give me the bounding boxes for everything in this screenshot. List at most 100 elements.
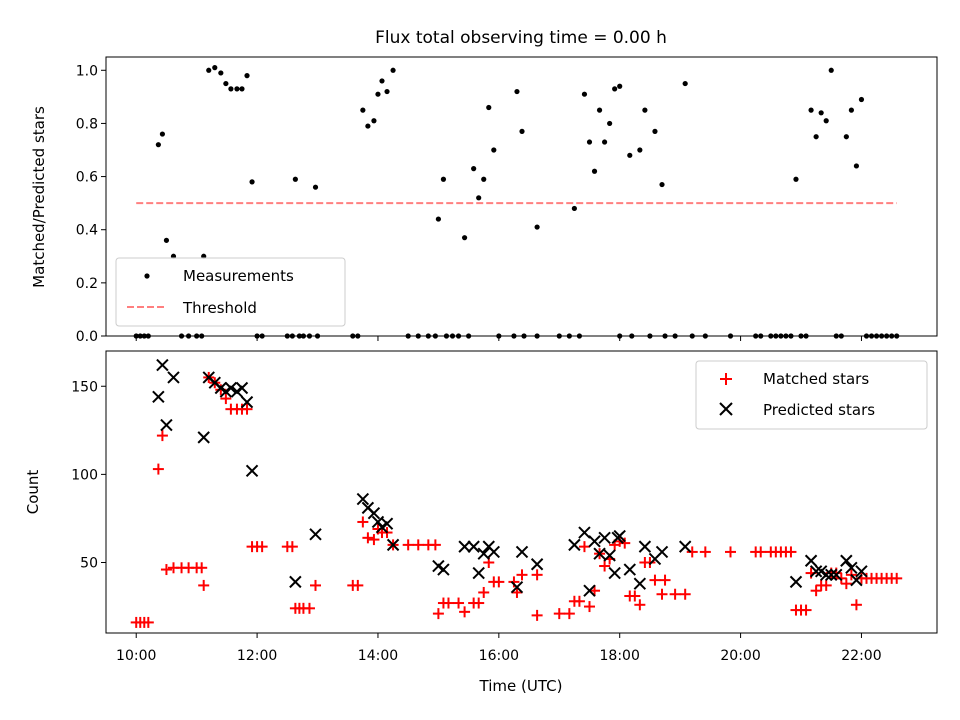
measurement-point [727, 333, 734, 339]
measurement-point [659, 181, 665, 188]
matched-star-point [583, 601, 595, 613]
bottom-y-tick-label: 100 [71, 467, 98, 483]
top-y-axis-label: Matched/Predicted stars [30, 106, 48, 288]
measurement-point [612, 86, 618, 92]
measurement-point [163, 237, 170, 243]
measurement-point [466, 333, 472, 339]
predicted-star-point [289, 575, 302, 589]
predicted-star-point [578, 526, 591, 539]
measurement-point [159, 131, 166, 137]
bottom-x-tick-label: 22:00 [841, 648, 881, 664]
measurement-point [199, 333, 205, 339]
measurement-point [133, 333, 139, 339]
measurement-point [461, 235, 468, 241]
measurement-point [863, 333, 870, 339]
measurement-point [629, 333, 635, 339]
legend-matched-label: Matched stars [763, 370, 869, 388]
measurement-point [879, 333, 885, 339]
measurement-point [415, 333, 421, 339]
matched-star-point [303, 602, 315, 614]
predicted-star-point [437, 563, 450, 576]
matched-star-point [357, 516, 369, 528]
measurement-point [521, 333, 527, 339]
matched-star-point [614, 535, 626, 547]
measurement-point [793, 176, 799, 182]
top-y-tick-label: 0.8 [76, 116, 98, 132]
matched-star-point [820, 579, 832, 591]
measurement-point [486, 104, 492, 111]
matched-star-point [785, 546, 797, 558]
predicted-star-point [467, 540, 480, 553]
bottom-x-tick-label: 20:00 [720, 648, 760, 664]
measurement-point [642, 107, 648, 113]
predicted-star-point [477, 547, 490, 560]
matched-star-point [686, 546, 698, 558]
measurement-point [848, 107, 854, 113]
measurement-point [778, 333, 784, 339]
measurement-point [884, 333, 890, 339]
measurement-point [798, 333, 804, 339]
measurement-point [773, 333, 779, 339]
measurement-point [296, 333, 302, 339]
measurement-point [534, 333, 540, 339]
matched-star-point [453, 597, 465, 609]
matched-star-point [891, 572, 903, 584]
matched-star-point [531, 569, 543, 581]
matched-star-point [429, 539, 441, 551]
measurement-point [218, 70, 224, 76]
measurement-point [284, 333, 290, 339]
measurement-point [314, 333, 321, 339]
measurement-point [155, 142, 161, 148]
predicted-star-point [309, 528, 322, 541]
predicted-star-point [160, 418, 173, 432]
predicted-star-point [380, 517, 394, 530]
matched-star-point [725, 546, 737, 558]
measurement-point [244, 73, 250, 79]
measurement-point [234, 86, 240, 92]
bottom-plot-frame [105, 350, 938, 634]
matched-star-point [516, 569, 528, 581]
measurement-point [662, 333, 668, 339]
measurement-point [873, 333, 880, 339]
measurement-point [591, 168, 598, 174]
matched-star-point [629, 590, 641, 602]
measurement-point [212, 65, 218, 71]
measurement-point [425, 333, 431, 339]
measurement-point [637, 147, 643, 153]
matched-star-point [160, 564, 172, 576]
measurement-point [823, 118, 829, 124]
matched-star-point [840, 578, 852, 590]
bottom-x-tick-label: 18:00 [600, 648, 640, 664]
matched-star-point [553, 608, 565, 620]
measurement-point [682, 80, 688, 87]
measurement-point [365, 123, 371, 129]
measurement-point [617, 83, 623, 89]
legend-threshold-label: Threshold [182, 299, 257, 317]
measurement-point [868, 333, 875, 339]
measurement-point [617, 333, 623, 339]
predicted-star-point [245, 464, 259, 478]
matched-star-point [478, 586, 490, 598]
measurement-point [627, 152, 633, 158]
matched-star-point [256, 541, 268, 553]
measurement-point [289, 333, 295, 339]
matched-star-point [755, 546, 767, 558]
measurement-point [471, 166, 477, 172]
predicted-star-point [515, 545, 529, 559]
predicted-star-point [789, 575, 803, 589]
matched-star-point [352, 579, 364, 591]
predicted-star-point [855, 565, 868, 578]
measurement-point [652, 128, 658, 134]
predicted-star-point [825, 568, 838, 582]
legend-measurements-label: Measurements [183, 267, 294, 285]
matched-star-point [286, 541, 298, 553]
matched-star-point [402, 539, 414, 551]
bottom-x-tick-label: 10:00 [116, 648, 156, 664]
predicted-star-point [678, 540, 692, 553]
predicted-star-point [367, 506, 381, 520]
predicted-star-point [240, 395, 254, 409]
legend-measurements-marker [144, 273, 150, 279]
predicted-star-point [224, 381, 238, 395]
matched-star-point [573, 595, 585, 607]
matched-star-point [656, 588, 668, 600]
